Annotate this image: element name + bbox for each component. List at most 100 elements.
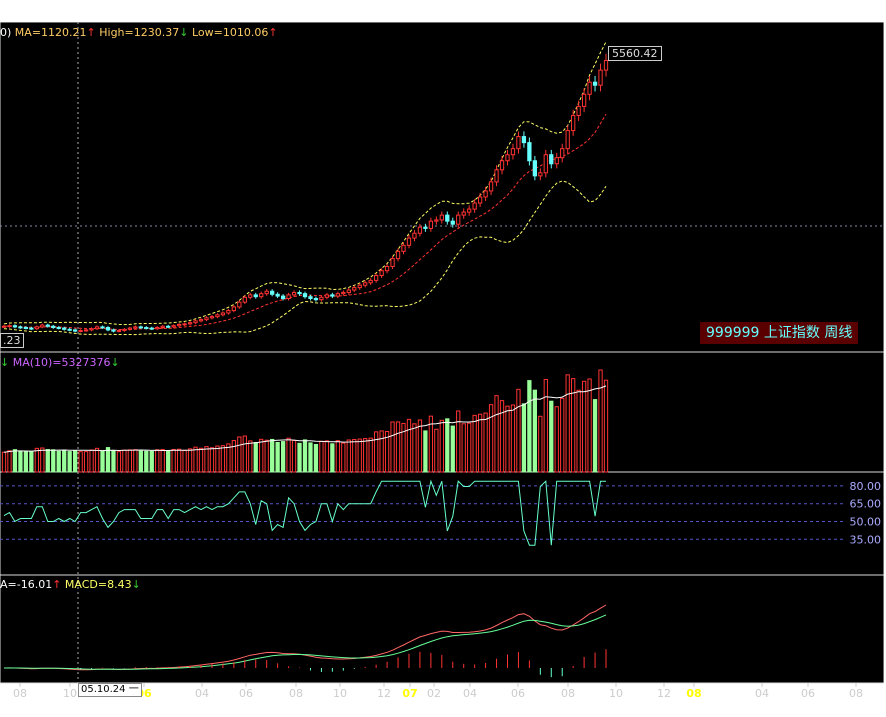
volume-bar (89, 449, 94, 473)
candle-body (7, 325, 12, 328)
volume-bar (603, 379, 609, 473)
candle-body (401, 244, 406, 252)
candle-body (302, 293, 308, 298)
candle-body (363, 282, 368, 286)
volume-bar (456, 410, 461, 473)
candle-body (461, 211, 466, 216)
candle-body (40, 324, 45, 328)
volume-bar (144, 450, 149, 473)
candle-body (505, 154, 510, 162)
candle-body (538, 172, 543, 177)
volume-bar (467, 422, 472, 473)
volume-bar (461, 423, 466, 473)
candle-body (297, 291, 302, 295)
candle-body (494, 169, 499, 183)
x-tick-label: 07 (402, 687, 417, 700)
legend-ma: MA=1120.21 (14, 26, 87, 39)
candle-body (341, 291, 346, 295)
candle-body (280, 295, 286, 300)
legend-low: Low=1010.06 (191, 26, 269, 39)
candle-body (133, 326, 138, 329)
x-tick-label: 10 (333, 687, 347, 700)
x-tick-label: 12 (657, 687, 671, 700)
volume-bar (571, 378, 576, 473)
volume-bar (242, 435, 247, 473)
candle-body (532, 160, 537, 177)
volume-bar (73, 449, 78, 473)
candle-body (34, 326, 39, 330)
candle-body (390, 258, 395, 267)
volume-bar (308, 442, 313, 473)
down-arrow-icon: ↓ (110, 356, 120, 369)
candle-body (313, 298, 319, 301)
candle-body (598, 69, 603, 86)
volume-bar (182, 449, 187, 473)
candle-body (286, 294, 291, 299)
x-tick-label: 06 (239, 687, 253, 700)
volume-bar (12, 449, 18, 473)
candle-body (374, 275, 379, 281)
dea-line (4, 614, 607, 670)
volume-bar (494, 395, 499, 473)
volume-bar (40, 447, 45, 473)
volume-bar (384, 430, 390, 473)
candle-body (105, 327, 111, 331)
volume-bar (176, 448, 182, 473)
candle-body (527, 142, 532, 162)
x-tick-label: 08 (561, 687, 575, 700)
volume-bar (434, 428, 439, 473)
volume-bar (286, 437, 291, 473)
volume-bar (187, 448, 193, 473)
legend-dea: A=-16.01 (0, 578, 53, 591)
rsi-tick-label: 35.00 (850, 533, 882, 546)
volume-bar (127, 449, 133, 473)
candle-body (242, 296, 247, 303)
volume-bar (171, 448, 176, 473)
price-legend: 0) MA=1120.21↑ High=1230.37↓ Low=1010.06… (0, 26, 278, 40)
x-tick-label: 04 (463, 687, 477, 700)
candle-body (187, 322, 193, 325)
volume-bar (237, 436, 242, 473)
volume-bar (193, 446, 198, 473)
candle-body (450, 220, 455, 225)
volume-bar (516, 388, 521, 473)
volume-bar (270, 438, 275, 473)
x-tick-label: 04 (195, 687, 209, 700)
candle-body (193, 320, 198, 324)
candle-body (220, 312, 226, 316)
candle-body (94, 326, 100, 330)
candle-body (543, 154, 548, 174)
volume-bar (83, 451, 89, 473)
candle-body (73, 329, 78, 332)
volume-bar (390, 421, 395, 473)
volume-bar (565, 374, 570, 473)
candle-body (565, 130, 570, 150)
volume-bar (341, 442, 346, 473)
lower-band-line (3, 180, 607, 336)
candle-body (445, 214, 450, 222)
candle-body (368, 279, 373, 284)
candle-body (209, 316, 215, 319)
volume-bar (275, 441, 280, 473)
volume-bar (297, 442, 302, 473)
candle-body (116, 330, 122, 333)
candle-body (560, 148, 565, 159)
volume-bar (149, 450, 154, 473)
candle-body (357, 284, 362, 289)
candle-body (231, 306, 236, 312)
candle-body (434, 219, 439, 222)
volume-bar (220, 445, 226, 473)
candle-body (423, 226, 428, 229)
candle-body (510, 148, 516, 156)
rsi-tick-label: 65.00 (850, 498, 882, 511)
volume-bar (62, 449, 67, 473)
volume-bar (313, 443, 319, 473)
volume-bar (576, 389, 581, 473)
candle-body (23, 327, 29, 329)
volume-bar (138, 450, 143, 473)
candle-body (149, 327, 154, 330)
candle-body (439, 214, 444, 221)
candle-body (308, 296, 313, 299)
candle-body (100, 326, 105, 329)
